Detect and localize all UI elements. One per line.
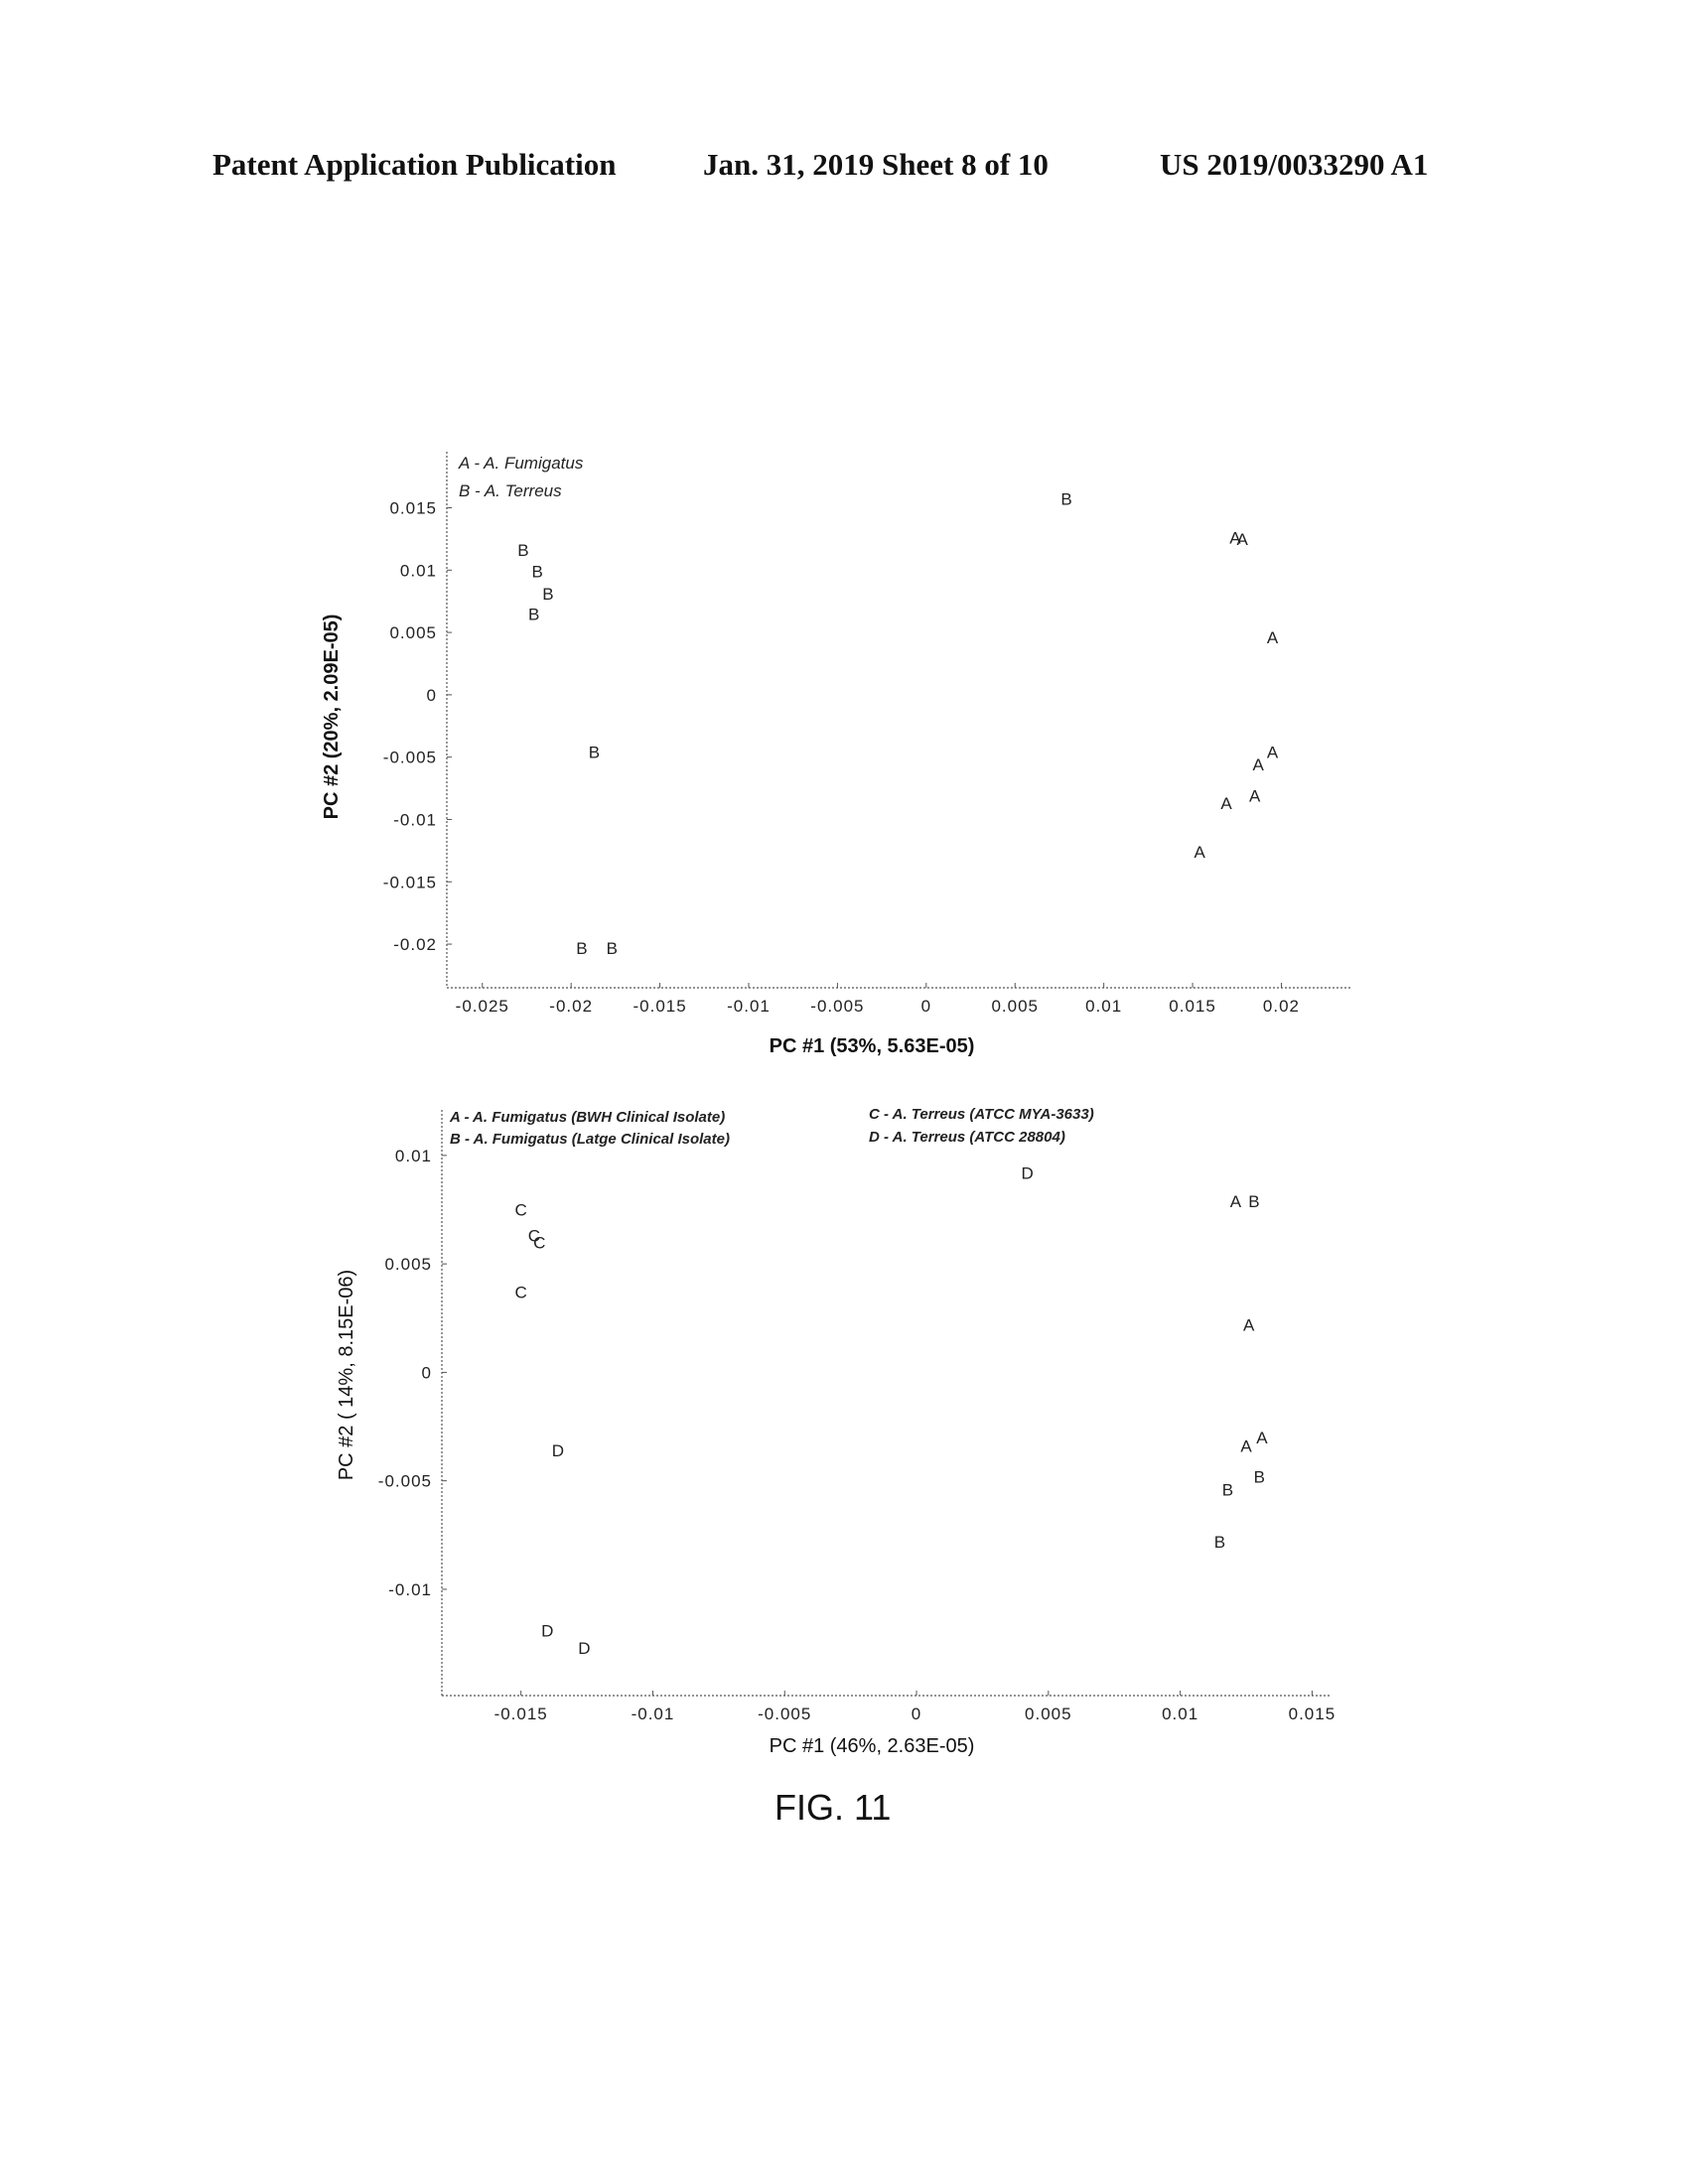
chart1-point-A: A xyxy=(1253,755,1265,774)
chart1-y-tick-label: -0.02 xyxy=(393,935,437,954)
chart1-point-B: B xyxy=(532,563,543,582)
chart2-legend-entry: A - A. Fumigatus (BWH Clinical Isolate) xyxy=(449,1109,725,1126)
chart2-legend-entry: C - A. Terreus (ATCC MYA-3633) xyxy=(869,1106,1094,1123)
chart1-point-A: A xyxy=(1267,744,1279,762)
chart1-legend-entry: A - A. Fumigatus xyxy=(458,454,584,473)
chart2-point-C: C xyxy=(515,1201,527,1220)
chart2-x-tick-label: 0.01 xyxy=(1162,1705,1198,1723)
chart1-x-tick-label: -0.015 xyxy=(633,997,686,1016)
chart2-point-B: B xyxy=(1248,1192,1259,1211)
chart1-point-B: B xyxy=(576,939,587,958)
chart1-point-A: A xyxy=(1267,628,1279,647)
chart1-point-B: B xyxy=(607,939,618,958)
chart1-x-tick-label: -0.02 xyxy=(549,997,593,1016)
chart2-point-A: A xyxy=(1240,1437,1252,1456)
chart1-y-tick-label: -0.005 xyxy=(383,749,437,767)
chart1-point-A: A xyxy=(1195,843,1206,862)
chart2-x-tick-label: -0.005 xyxy=(758,1705,811,1723)
chart2-y-tick-label: 0 xyxy=(422,1363,432,1382)
chart2-point-D: D xyxy=(578,1639,590,1658)
chart2-x-axis-label: PC #1 (46%, 2.63E-05) xyxy=(770,1735,975,1757)
chart2-point-D: D xyxy=(1021,1163,1033,1182)
chart2-y-tick-label: 0.005 xyxy=(384,1255,432,1274)
chart1-legend-entry: B - A. Terreus xyxy=(459,481,562,500)
chart2-point-A: A xyxy=(1243,1315,1255,1334)
chart1-point-B: B xyxy=(528,605,539,623)
chart1-y-tick-label: -0.015 xyxy=(383,873,437,891)
chart1-x-tick-label: 0.005 xyxy=(991,997,1039,1016)
chart1-point-A: A xyxy=(1236,530,1248,549)
chart1-x-tick-label: -0.01 xyxy=(727,997,771,1016)
chart1-y-tick-label: 0 xyxy=(427,686,437,705)
figure-caption: FIG. 11 xyxy=(774,1787,891,1829)
chart2-point-D: D xyxy=(552,1441,564,1460)
chart1-y-tick-label: 0.01 xyxy=(400,561,437,580)
chart1-x-tick-label: -0.005 xyxy=(810,997,864,1016)
chart1-x-tick-label: 0.015 xyxy=(1169,997,1216,1016)
chart2-point-A: A xyxy=(1230,1192,1242,1211)
chart1-x-tick-label: 0.01 xyxy=(1085,997,1122,1016)
chart1-point-B: B xyxy=(589,744,600,762)
chart2-x-tick-label: 0 xyxy=(912,1705,921,1723)
chart1-x-axis-label: PC #1 (53%, 5.63E-05) xyxy=(770,1035,975,1057)
chart2-point-C: C xyxy=(533,1233,545,1252)
chart2-y-tick-label: 0.01 xyxy=(395,1147,432,1165)
chart1-point-A: A xyxy=(1220,794,1232,813)
chart1-point-B: B xyxy=(542,585,553,604)
chart2-point-B: B xyxy=(1254,1467,1265,1486)
chart2-y-tick-label: -0.005 xyxy=(378,1472,432,1491)
chart1-y-axis-label: PC #2 (20%, 2.09E-05) xyxy=(321,614,343,820)
chart2-x-tick-label: 0.015 xyxy=(1289,1705,1336,1723)
chart1-point-B: B xyxy=(1060,490,1071,509)
chart2-point-C: C xyxy=(515,1284,527,1302)
chart1-point-B: B xyxy=(517,541,528,560)
chart2-x-tick-label: 0.005 xyxy=(1025,1705,1072,1723)
chart1-x-tick-label: 0 xyxy=(921,997,931,1016)
chart1-y-tick-label: 0.015 xyxy=(389,499,437,518)
chart1-y-tick-label: -0.01 xyxy=(393,810,437,829)
chart2-point-D: D xyxy=(541,1621,553,1640)
chart2-point-B: B xyxy=(1222,1480,1233,1499)
chart1-x-tick-label: -0.025 xyxy=(456,997,509,1016)
chart2-x-tick-label: -0.01 xyxy=(632,1705,675,1723)
chart1-point-A: A xyxy=(1249,787,1261,806)
chart2-x-tick-label: -0.015 xyxy=(494,1705,548,1723)
chart2-y-axis-label: PC #2 ( 14%, 8.15E-06) xyxy=(336,1270,357,1480)
chart2-legend-entry: B - A. Fumigatus (Latge Clinical Isolate… xyxy=(450,1131,730,1148)
chart2-point-A: A xyxy=(1256,1429,1268,1447)
chart2-point-B: B xyxy=(1214,1533,1225,1552)
chart1-y-tick-label: 0.005 xyxy=(389,623,437,642)
chart2-y-tick-label: -0.01 xyxy=(388,1580,432,1599)
chart1-x-tick-label: 0.02 xyxy=(1263,997,1300,1016)
chart2-legend-entry: D - A. Terreus (ATCC 28804) xyxy=(869,1129,1065,1146)
